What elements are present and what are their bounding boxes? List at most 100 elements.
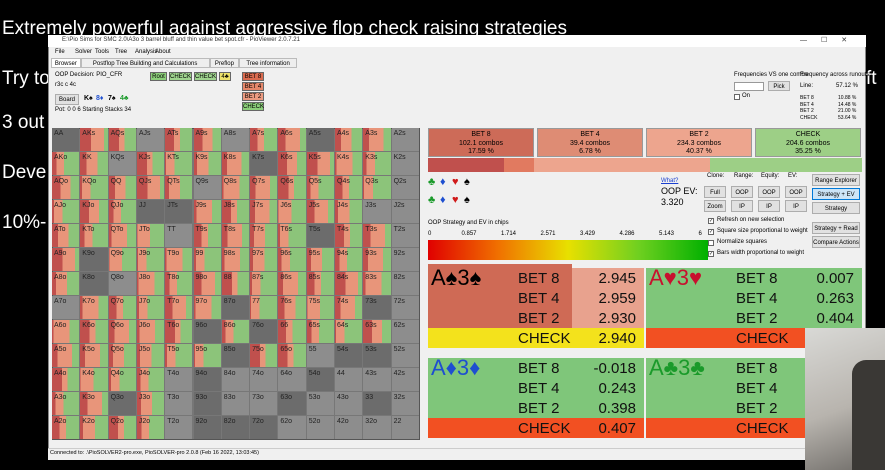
hand-cell[interactable]: 72s (391, 296, 419, 319)
hand-cell[interactable]: T4s (335, 224, 363, 247)
hand-cell[interactable]: J4s (335, 200, 363, 223)
hand-cell[interactable]: 76s (278, 296, 306, 319)
hand-cell[interactable]: 73s (363, 296, 391, 319)
hand-cell[interactable]: J5s (306, 200, 334, 223)
hand-cell[interactable]: Q9s (193, 176, 221, 199)
hand-cell[interactable]: 53s (363, 344, 391, 367)
hand-cell[interactable]: 52o (306, 416, 334, 439)
hand-cell[interactable]: 75s (306, 296, 334, 319)
hand-cell[interactable]: JTo (136, 224, 165, 247)
hand-cell[interactable]: 43s (363, 368, 391, 391)
suit-filter[interactable]: ♥ (452, 194, 459, 206)
control-button[interactable]: IP (758, 200, 780, 212)
hand-cell[interactable]: 74o (250, 368, 278, 391)
hand-cell[interactable]: 42s (391, 368, 419, 391)
hand-cell[interactable]: A5s (306, 128, 334, 151)
hand-cell[interactable]: J7o (136, 296, 165, 319)
hand-cell[interactable]: A8o (52, 272, 80, 295)
hand-cell[interactable]: A4s (335, 128, 363, 151)
suit-filter[interactable]: ♦ (440, 176, 446, 188)
hand-cell[interactable]: QTs (165, 176, 193, 199)
option-button[interactable]: CHECK (242, 102, 265, 111)
view-button[interactable]: Strategy (812, 202, 860, 214)
hand-cell[interactable]: Q3o (108, 392, 136, 415)
hand-cell[interactable]: 85o (221, 344, 250, 367)
hand-cell[interactable]: T6o (165, 320, 193, 343)
hand-cell[interactable]: 83s (363, 272, 391, 295)
hand-cell[interactable]: 92s (391, 248, 419, 271)
view-button[interactable]: Strategy + EV (812, 188, 860, 200)
hand-cell[interactable]: A4o (52, 368, 80, 391)
suit-filter[interactable]: ♠ (464, 176, 470, 188)
hand-cell[interactable]: KTo (80, 224, 108, 247)
hand-cell[interactable]: J6o (136, 320, 165, 343)
hand-cell[interactable]: 32s (391, 392, 419, 415)
hand-cell[interactable]: KJo (80, 200, 108, 223)
option-button[interactable]: BET 8 (242, 72, 264, 81)
hand-cell[interactable]: A9s (193, 128, 221, 151)
hand-cell[interactable]: J9s (193, 200, 221, 223)
control-button[interactable]: Zoom (704, 200, 726, 212)
hand-cell[interactable]: 62o (278, 416, 306, 439)
hand-cell[interactable]: T5s (306, 224, 334, 247)
hand-cell[interactable]: 97s (250, 248, 278, 271)
hand-cell[interactable]: 83o (221, 392, 250, 415)
hand-cell[interactable]: 98s (221, 248, 250, 271)
path-button[interactable]: CHECK (169, 72, 192, 81)
hand-cell[interactable]: 99 (193, 248, 221, 271)
hand-cell[interactable]: 92o (193, 416, 221, 439)
hand-cell[interactable]: AQs (108, 128, 136, 151)
hand-cell[interactable]: 22 (391, 416, 419, 439)
hand-cell[interactable]: 72o (250, 416, 278, 439)
path-button[interactable]: 4♣ (219, 72, 231, 81)
hand-cell[interactable]: 66 (278, 320, 306, 343)
tab[interactable]: Browser (51, 58, 81, 68)
hand-cell[interactable]: K6s (278, 152, 306, 175)
hand-cell[interactable]: A2s (391, 128, 419, 151)
hand-cell[interactable]: 85s (306, 272, 334, 295)
hand-cell[interactable]: 64s (335, 320, 363, 343)
hand-cell[interactable]: T2o (165, 416, 193, 439)
hand-cell[interactable]: T8s (221, 224, 250, 247)
hand-cell[interactable]: 96s (278, 248, 306, 271)
hand-cell[interactable]: 64o (278, 368, 306, 391)
hand-cell[interactable]: 65o (278, 344, 306, 367)
hand-cell[interactable]: J9o (136, 248, 165, 271)
hand-cell[interactable]: Q2s (391, 176, 419, 199)
hand-cell[interactable]: 44 (335, 368, 363, 391)
hand-cell[interactable]: 97o (193, 296, 221, 319)
hand-cell[interactable]: K2o (80, 416, 108, 439)
hand-cell[interactable]: A6s (278, 128, 306, 151)
hand-cell[interactable]: Q8o (108, 272, 136, 295)
hand-cell[interactable]: T3o (165, 392, 193, 415)
hand-cell[interactable]: 62s (391, 320, 419, 343)
hand-cell[interactable]: 84o (221, 368, 250, 391)
hand-cell[interactable]: KQo (80, 176, 108, 199)
control-button[interactable]: OOP (758, 186, 780, 198)
hand-cell[interactable]: Q4s (335, 176, 363, 199)
hand-cell[interactable]: Q5s (306, 176, 334, 199)
hand-cell[interactable]: A8s (221, 128, 250, 151)
hand-cell[interactable]: AJs (136, 128, 165, 151)
hand-cell[interactable]: KK (80, 152, 108, 175)
hand-cell[interactable]: K5s (306, 152, 334, 175)
hand-cell[interactable]: 94s (335, 248, 363, 271)
hand-cell[interactable]: 32o (363, 416, 391, 439)
hand-cell[interactable]: 82s (391, 272, 419, 295)
tab[interactable]: Tree information (239, 58, 297, 68)
hand-cell[interactable]: Q2o (108, 416, 136, 439)
hand-cell[interactable]: AJo (52, 200, 80, 223)
hand-cell[interactable]: 86s (278, 272, 306, 295)
hand-cell[interactable]: Q3s (363, 176, 391, 199)
hand-cell[interactable]: ATs (165, 128, 193, 151)
hand-cell[interactable]: Q7o (108, 296, 136, 319)
hand-cell[interactable]: T2s (391, 224, 419, 247)
hand-cell[interactable]: A5o (52, 344, 80, 367)
suit-filter[interactable]: ♠ (464, 194, 470, 206)
hand-cell[interactable]: 63s (363, 320, 391, 343)
hand-cell[interactable]: QJo (108, 200, 136, 223)
hand-cell[interactable]: T3s (363, 224, 391, 247)
hand-cell[interactable]: 33 (363, 392, 391, 415)
hand-cell[interactable]: K2s (391, 152, 419, 175)
hand-cell[interactable]: AA (52, 128, 80, 151)
